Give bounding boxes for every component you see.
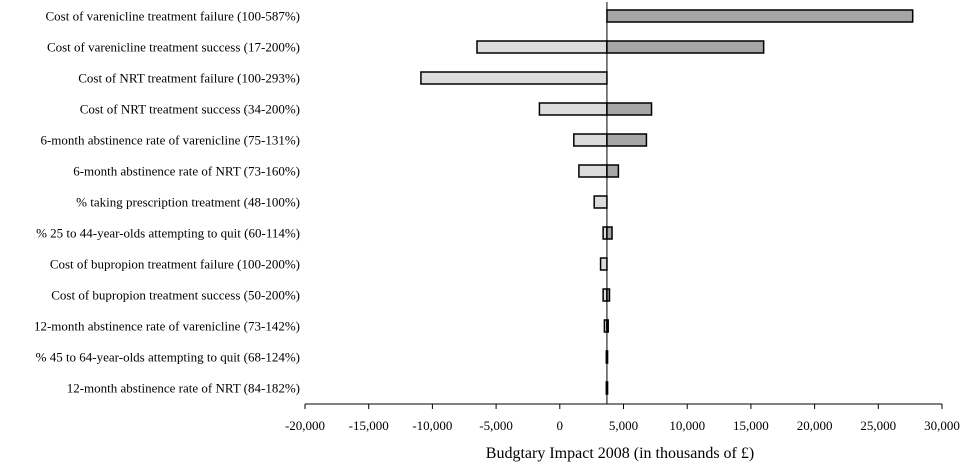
x-tick-label: -15,000	[349, 418, 389, 433]
x-tick-label: 20,000	[797, 418, 833, 433]
category-label: 6-month abstinence rate of NRT (73-160%)	[73, 164, 300, 179]
bar-low	[476, 40, 608, 54]
bar-low	[420, 71, 608, 85]
category-label: % 45 to 64-year-olds attempting to quit …	[36, 350, 300, 365]
category-label: 12-month abstinence rate of NRT (84-182%…	[67, 381, 300, 396]
x-axis: -20,000 -15,000 -10,000 -5,000 0 5,000 10,000 1…	[285, 2, 960, 433]
bar-low	[593, 195, 608, 209]
x-tick-label: 30,000	[924, 418, 960, 433]
x-tick-label: -10,000	[412, 418, 452, 433]
bar-high	[606, 226, 613, 240]
category-label: % taking prescription treatment (48-100%…	[76, 195, 300, 210]
x-tick-label: -20,000	[285, 418, 325, 433]
category-label: % 25 to 44-year-olds attempting to quit …	[36, 226, 300, 241]
bars-group	[420, 9, 914, 395]
bar-high	[606, 102, 653, 116]
category-labels: Cost of varenicline treatment failure (1…	[34, 9, 300, 396]
category-label: Cost of NRT treatment success (34-200%)	[80, 102, 300, 117]
bar-low	[538, 102, 608, 116]
bar-high	[606, 9, 914, 23]
bar-high	[606, 133, 648, 147]
category-label: Cost of varenicline treatment failure (1…	[46, 9, 301, 24]
x-tick-label: 10,000	[669, 418, 705, 433]
category-label: 6-month abstinence rate of varenicline (…	[40, 133, 300, 148]
x-tick-label: 5,000	[609, 418, 638, 433]
bar-low	[578, 164, 608, 178]
x-axis-title: Budgtary Impact 2008 (in thousands of £)	[486, 445, 754, 462]
x-tick-label: -5,000	[479, 418, 513, 433]
category-label: Cost of bupropion treatment failure (100…	[50, 257, 300, 272]
x-tick-label: 0	[557, 418, 564, 433]
x-tick-label: 25,000	[860, 418, 896, 433]
category-label: Cost of bupropion treatment success (50-…	[51, 288, 300, 303]
category-label: Cost of NRT treatment failure (100-293%)	[78, 71, 300, 86]
bar-low	[599, 257, 608, 271]
bar-high	[606, 164, 620, 178]
bar-high	[606, 40, 765, 54]
category-label: Cost of varenicline treatment success (1…	[47, 40, 300, 55]
bar-low	[573, 133, 608, 147]
category-label: 12-month abstinence rate of varenicline …	[34, 319, 300, 334]
x-tick-label: 15,000	[733, 418, 769, 433]
